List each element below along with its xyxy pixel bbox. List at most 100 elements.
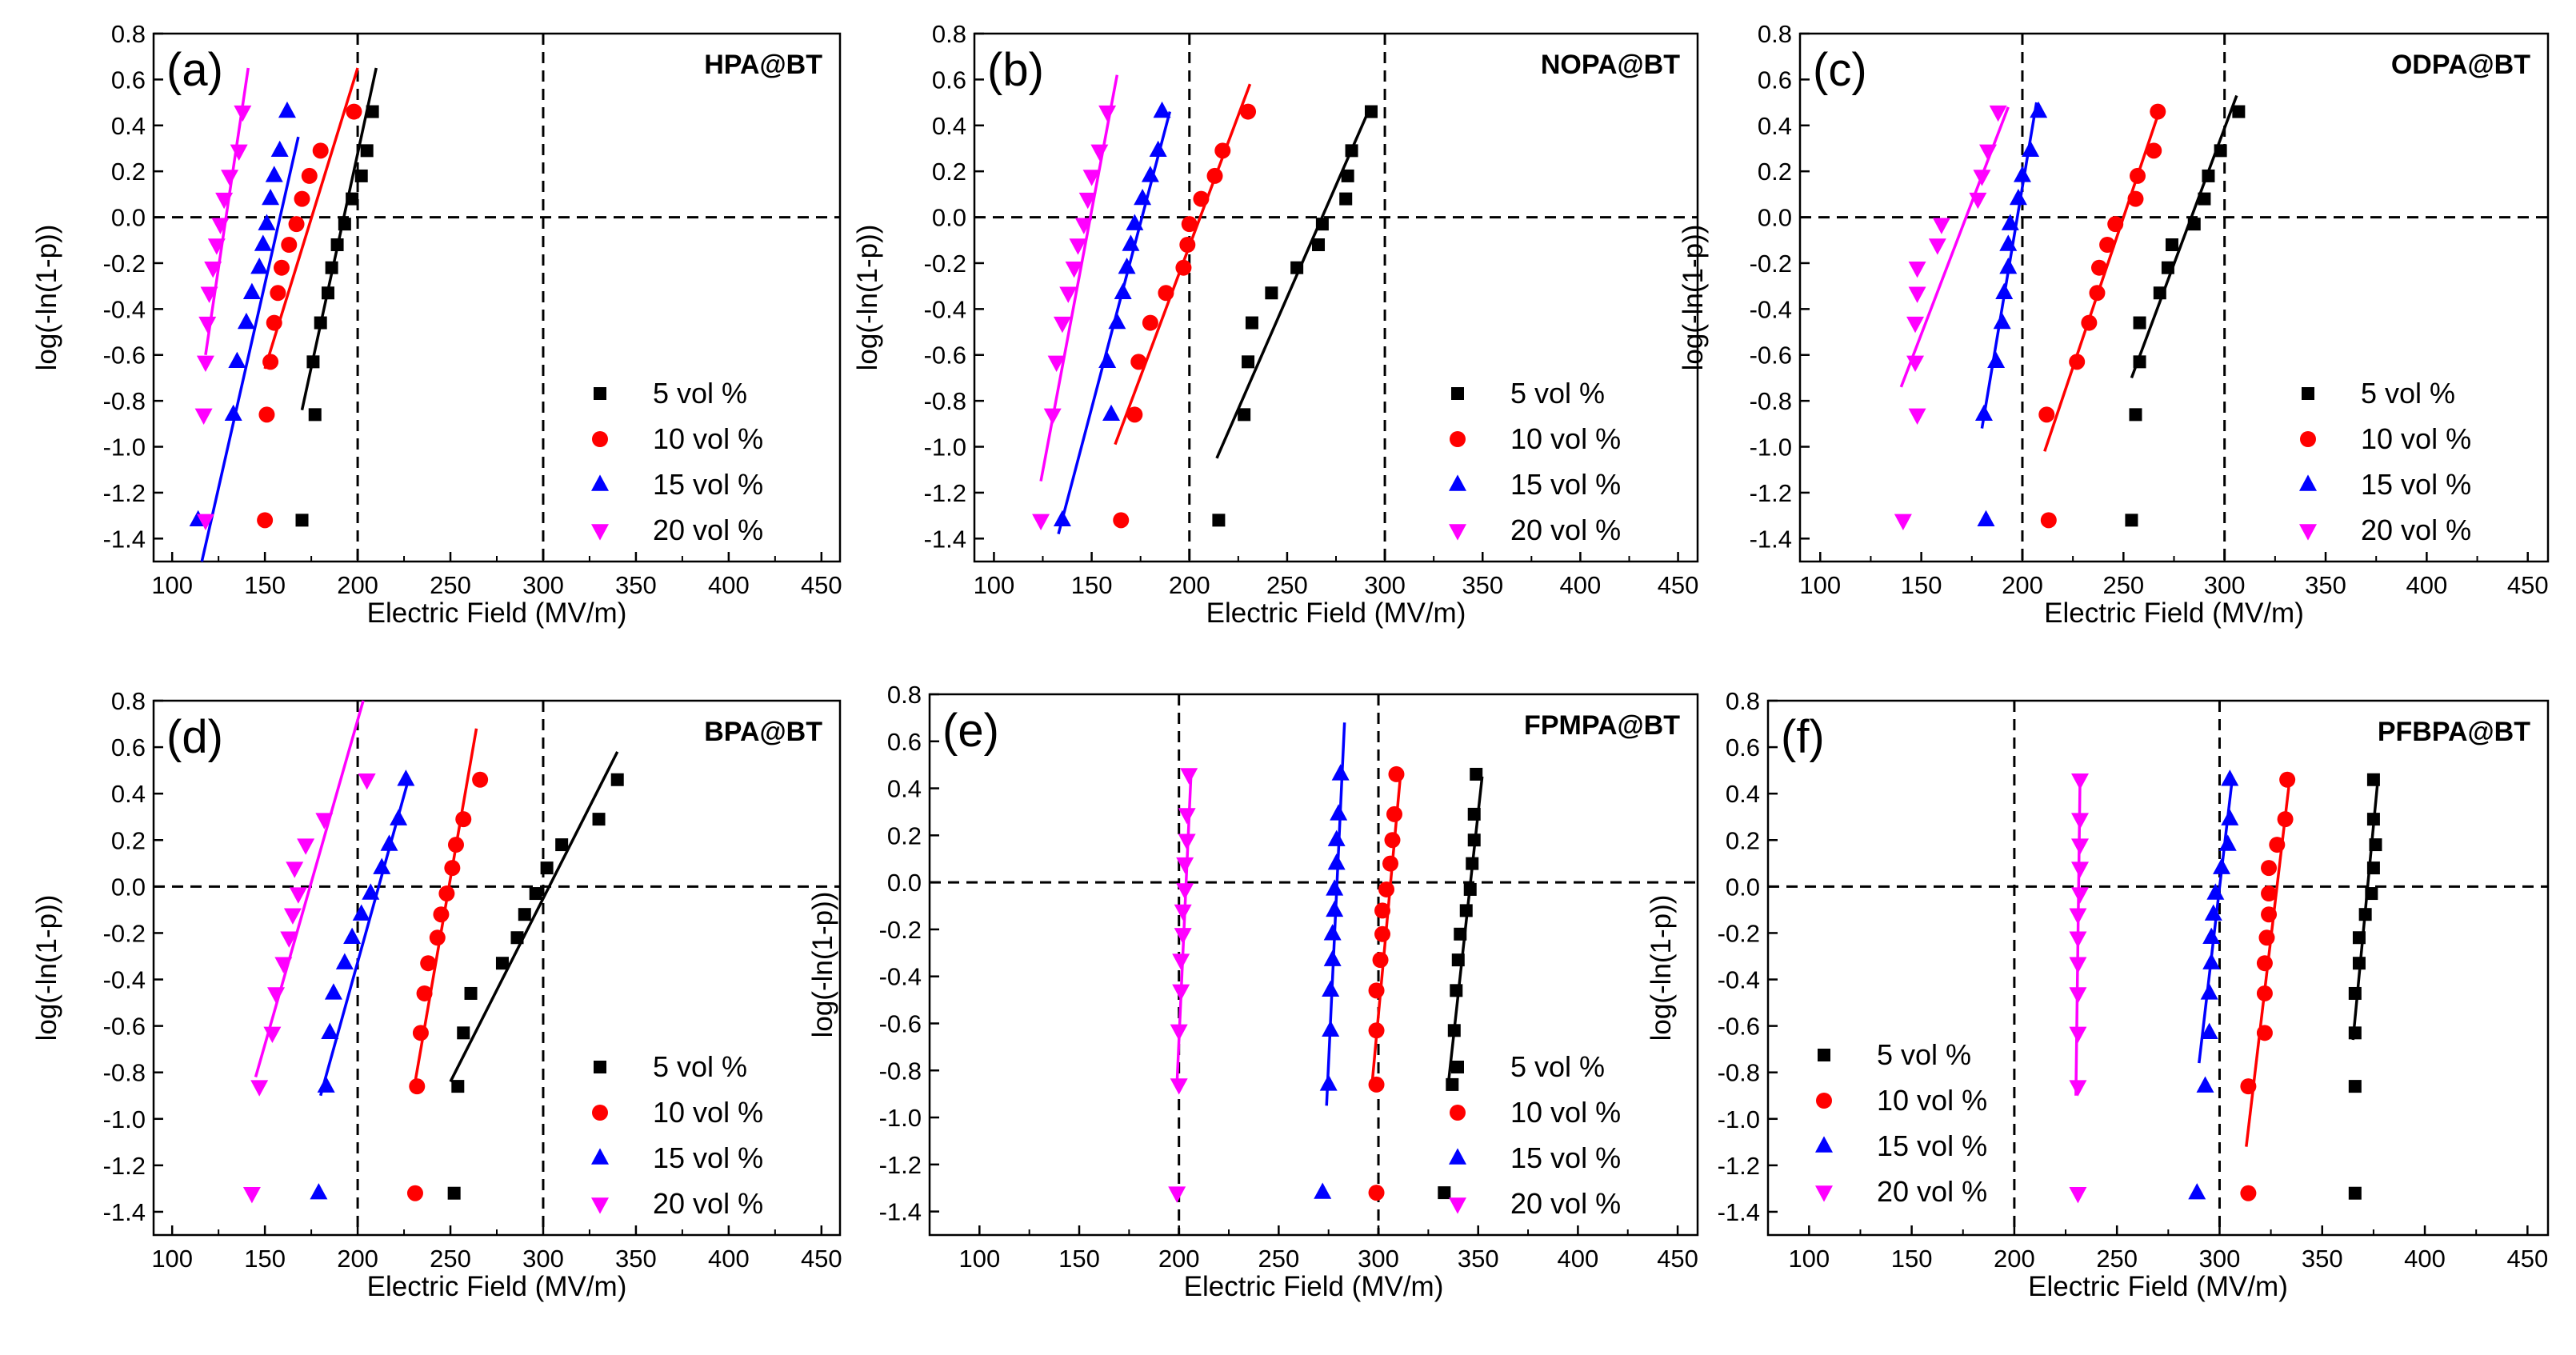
data-point (1470, 767, 1483, 781)
y-tick-label: -1.0 (103, 434, 146, 462)
y-tick-label: -1.4 (879, 1198, 922, 1226)
legend-marker (1449, 1148, 1466, 1165)
panel-title: NOPA@BT (1541, 50, 1680, 80)
panel-f: 100 150 200 250 300 350 400 450 -1.4 -1.2 -1.0 -0.8… (1646, 687, 2550, 1302)
legend-label: 15 vol % (1510, 468, 1621, 501)
data-point (2130, 167, 2146, 184)
data-point (352, 904, 370, 921)
data-point (1368, 982, 1385, 999)
x-tick-label: 100 (1788, 1245, 1830, 1273)
data-point (257, 512, 274, 529)
data-point (1174, 928, 1192, 945)
data-point (2214, 144, 2227, 158)
data-point (1059, 286, 1078, 303)
y-tick-label: -0.8 (1750, 387, 1792, 415)
x-tick-label: 100 (974, 571, 1015, 599)
x-tick-label: 450 (801, 571, 842, 599)
x-tick-label: 250 (2096, 1245, 2138, 1273)
data-point (2256, 955, 2273, 972)
data-point (263, 1026, 282, 1043)
data-point (215, 192, 234, 210)
x-axis-title: Electric Field (MV/m) (2028, 1271, 2288, 1302)
data-point (196, 514, 214, 530)
x-tick-label: 350 (2305, 571, 2346, 599)
data-point (472, 771, 489, 788)
data-point (1908, 408, 1926, 425)
y-tick-label: -0.2 (103, 250, 146, 278)
x-tick-label: 200 (2002, 571, 2043, 599)
y-tick-label: -1.4 (1750, 525, 1792, 553)
data-point (1047, 355, 1066, 372)
series-20vol (1032, 74, 1119, 530)
data-point (390, 809, 408, 825)
data-point (207, 238, 226, 255)
data-point (1339, 192, 1353, 206)
data-point (2279, 771, 2296, 788)
data-point (1170, 1024, 1188, 1041)
data-point (2069, 987, 2087, 1004)
legend-label: 10 vol % (653, 422, 763, 455)
data-point (2022, 140, 2040, 158)
legend-label: 10 vol % (653, 1096, 763, 1129)
series-20vol (242, 700, 376, 1204)
data-point (1090, 144, 1109, 161)
data-point (1368, 1022, 1385, 1039)
data-point (274, 957, 293, 973)
data-point (1993, 312, 2011, 330)
data-point (254, 234, 272, 251)
data-point (1032, 514, 1050, 530)
data-point (2206, 883, 2225, 900)
series-5vol (295, 67, 379, 527)
legend: 5 vol % 10 vol % 15 vol % 20 vol % (1815, 1038, 1987, 1208)
data-point (2256, 1025, 2273, 1041)
data-point (198, 316, 217, 334)
data-point (343, 927, 362, 944)
y-tick-label: -1.4 (1718, 1198, 1760, 1226)
data-point (1245, 316, 1258, 330)
y-tick-label: -1.0 (879, 1104, 922, 1132)
y-tick-label: -0.2 (879, 916, 922, 944)
data-point (2232, 105, 2246, 118)
y-tick-label: -1.2 (103, 479, 146, 507)
y-tick-label: -1.0 (1750, 434, 1792, 462)
data-point (1326, 900, 1344, 917)
data-point (2071, 887, 2089, 904)
x-tick-label: 150 (244, 571, 286, 599)
y-axis-title: log(-ln(1-p)) (852, 225, 883, 371)
data-point (1928, 238, 1946, 255)
data-point (2001, 214, 2019, 230)
series-10vol (1113, 83, 1257, 529)
series-20vol (2069, 773, 2089, 1204)
legend-label: 15 vol % (653, 468, 763, 501)
y-axis-title: log(-ln(1-p)) (31, 895, 62, 1041)
data-point (325, 261, 338, 274)
data-point (1158, 285, 1174, 302)
y-tick-label: 0.0 (1758, 204, 1792, 232)
y-tick-label: 0.2 (887, 821, 922, 849)
data-point (1999, 234, 2018, 251)
data-point (380, 834, 398, 851)
series-10vol (2038, 103, 2166, 529)
data-point (1906, 316, 1925, 334)
x-tick-label: 150 (1891, 1245, 1933, 1273)
data-point (2258, 929, 2275, 946)
y-tick-label: -0.4 (879, 963, 922, 991)
data-point (2261, 860, 2278, 877)
data-point (447, 837, 464, 853)
series-15vol (310, 769, 415, 1200)
panel-c: 100 150 200 250 300 350 400 450 -1.4 -1.2 -1.0 -0.8… (1678, 20, 2550, 629)
data-point (1368, 1185, 1385, 1201)
data-point (306, 355, 320, 369)
series-10vol (1368, 765, 1405, 1201)
data-point (262, 354, 279, 370)
series-5vol (2348, 773, 2382, 1200)
data-point (1113, 512, 1130, 529)
data-point (230, 144, 248, 161)
x-tick-label: 250 (2102, 571, 2144, 599)
series-15vol (2188, 769, 2239, 1200)
data-point (2352, 931, 2366, 945)
data-point (438, 885, 455, 902)
x-tick-label: 450 (801, 1245, 842, 1273)
data-point (447, 1186, 461, 1200)
legend-marker (1815, 1185, 1833, 1202)
